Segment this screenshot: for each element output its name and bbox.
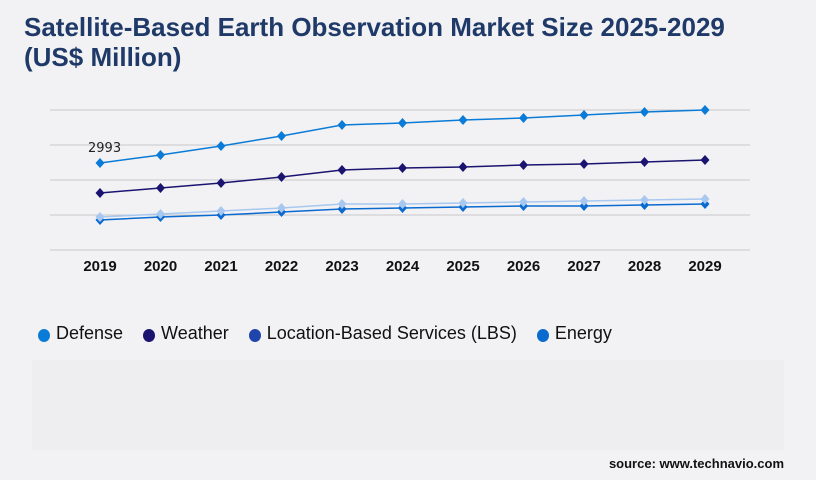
data-point bbox=[156, 209, 165, 220]
data-point bbox=[640, 107, 649, 118]
data-point bbox=[700, 194, 710, 205]
data-point bbox=[700, 105, 710, 115]
data-point bbox=[95, 187, 105, 198]
data-point bbox=[95, 157, 105, 168]
legend-label: Defense bbox=[56, 323, 124, 343]
data-point bbox=[579, 110, 589, 120]
data-point bbox=[277, 172, 286, 183]
x-tick-label: 2027 bbox=[567, 258, 600, 275]
data-point bbox=[156, 182, 165, 193]
data-point bbox=[579, 159, 589, 170]
x-tick-label: 2024 bbox=[386, 258, 420, 275]
data-point bbox=[519, 197, 528, 208]
data-point bbox=[398, 162, 407, 173]
x-tick-label: 2021 bbox=[204, 258, 237, 275]
data-point bbox=[700, 155, 710, 165]
x-tick-label: 2026 bbox=[507, 258, 540, 275]
line-chart: 2019 2020 2021 2022 2023 2024 2025 2026 2027 2028… bbox=[50, 105, 750, 275]
legend-label: Weather bbox=[161, 323, 229, 343]
data-point bbox=[579, 195, 589, 206]
data-point bbox=[277, 202, 286, 213]
data-point bbox=[398, 117, 407, 128]
data-point bbox=[337, 165, 347, 175]
legend-item: Energy bbox=[536, 323, 612, 344]
data-point bbox=[337, 199, 347, 210]
data-point bbox=[519, 160, 528, 170]
background-panel bbox=[32, 360, 784, 450]
x-tick-label: 2022 bbox=[265, 258, 298, 275]
data-label: 2993 bbox=[88, 141, 121, 156]
data-point bbox=[519, 112, 528, 123]
legend-marker-icon bbox=[248, 329, 261, 342]
data-point bbox=[216, 177, 226, 188]
legend-item: Defense bbox=[38, 323, 123, 344]
data-point bbox=[277, 130, 286, 141]
data-point bbox=[458, 197, 468, 208]
data-point bbox=[458, 162, 468, 173]
source-text: source: www.technavio.com bbox=[608, 456, 784, 471]
legend-item: Location-Based Services (LBS) bbox=[248, 323, 517, 344]
x-tick-label: 2028 bbox=[628, 258, 661, 275]
legend-marker-icon bbox=[38, 329, 50, 342]
legend: Defense Weather Location-Based Services (L… bbox=[38, 323, 612, 344]
series-line bbox=[99, 109, 706, 164]
data-point bbox=[337, 120, 347, 130]
legend-marker-icon bbox=[536, 329, 549, 342]
data-point bbox=[640, 195, 649, 205]
x-tick-label: 2023 bbox=[325, 258, 358, 275]
data-point bbox=[458, 115, 468, 125]
data-point bbox=[398, 199, 407, 210]
legend-item: Weather bbox=[143, 323, 229, 344]
chart-title: Satellite-Based Earth Observation Market… bbox=[24, 12, 725, 72]
x-tick-label: 2025 bbox=[446, 258, 479, 275]
x-tick-label: 2029 bbox=[688, 258, 721, 275]
data-point bbox=[640, 157, 649, 168]
data-point bbox=[156, 150, 165, 160]
x-tick-label: 2019 bbox=[83, 258, 116, 275]
data-point bbox=[216, 205, 226, 216]
data-point bbox=[95, 212, 105, 223]
x-tick-label: 2020 bbox=[144, 258, 177, 275]
legend-marker-icon bbox=[143, 329, 156, 342]
data-point bbox=[216, 140, 226, 151]
legend-label: Energy bbox=[554, 323, 612, 343]
legend-label: Location-Based Services (LBS) bbox=[266, 323, 517, 343]
